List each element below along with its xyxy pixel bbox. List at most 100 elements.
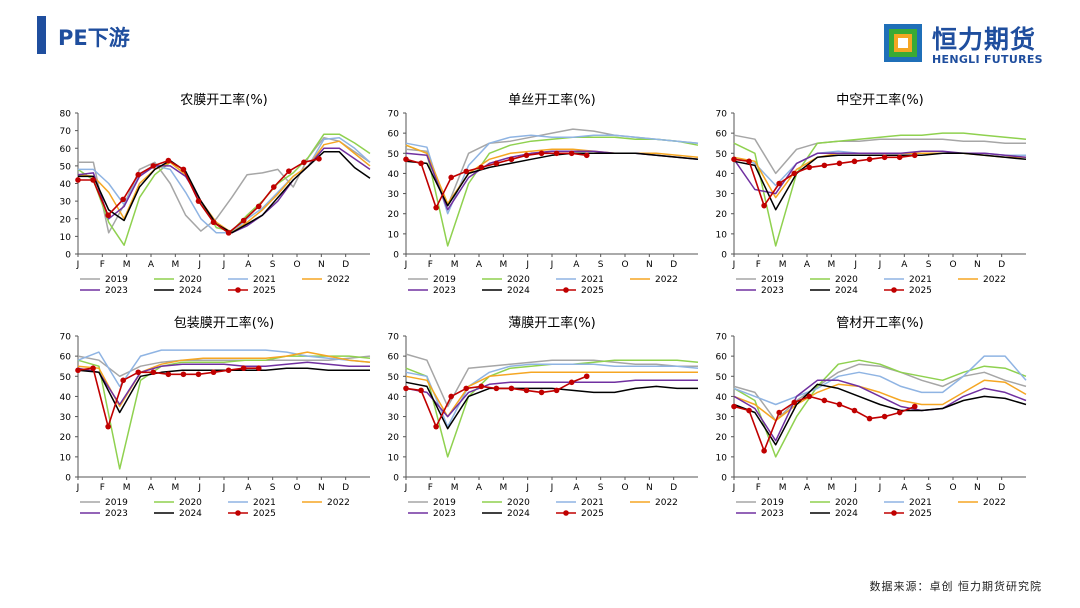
chart-title: 单丝开工率(%)	[508, 92, 596, 108]
x-tick-label: D	[998, 483, 1005, 493]
series-marker-2025	[568, 150, 575, 157]
series-marker-2025	[776, 180, 782, 187]
series-marker-2025	[881, 154, 888, 161]
chart-title: 薄膜开工率(%)	[508, 315, 596, 331]
legend-marker-2025	[891, 287, 897, 293]
series-line-2020	[733, 359, 1027, 458]
series-marker-2025	[896, 409, 903, 416]
series-line-2021	[77, 349, 371, 388]
series-marker-2025	[240, 365, 247, 372]
legend-label-2025: 2025	[909, 286, 932, 296]
x-tick-label: S	[926, 260, 932, 270]
x-tick-label: M	[123, 483, 131, 493]
x-tick-label: J	[878, 260, 882, 270]
series-marker-2025	[433, 423, 439, 430]
x-tick-label: M	[451, 260, 459, 270]
series-marker-2025	[255, 203, 262, 210]
series-marker-2025	[120, 377, 126, 384]
series-marker-2025	[821, 162, 828, 169]
y-tick-label: 70	[388, 110, 400, 120]
series-marker-2025	[180, 166, 187, 173]
series-marker-2025	[418, 160, 424, 167]
x-tick-label: F	[100, 483, 105, 493]
x-tick-label: J	[525, 483, 529, 493]
series-marker-2025	[180, 371, 187, 378]
series-marker-2025	[493, 160, 500, 167]
series-line-2020	[733, 132, 1027, 247]
series-marker-2025	[836, 160, 843, 167]
x-tick-label: N	[318, 260, 325, 270]
legend-marker-2025	[891, 510, 897, 516]
series-line-2019	[733, 134, 1026, 175]
series-marker-2025	[881, 413, 888, 420]
legend-label-2024: 2024	[835, 509, 858, 519]
series-marker-2025	[403, 385, 409, 392]
series-line-2024	[733, 383, 1027, 446]
logo-name-en: HENGLI FUTURES	[932, 53, 1043, 66]
series-marker-2025	[478, 383, 485, 390]
legend-label-2023: 2023	[433, 286, 456, 296]
x-tick-label: J	[404, 260, 408, 270]
series-line-2021	[733, 355, 1027, 406]
y-tick-label: 40	[60, 393, 72, 403]
series-marker-2025	[851, 158, 858, 165]
y-tick-label: 10	[60, 453, 72, 463]
series-marker-2025	[448, 174, 454, 181]
x-tick-label: J	[222, 260, 226, 270]
series-line-2019	[733, 363, 1027, 422]
y-tick-label: 0	[65, 251, 71, 261]
series-marker-2025	[316, 156, 322, 162]
series-marker-2025	[90, 365, 96, 372]
series-marker-2025	[493, 385, 500, 392]
series-marker-2025	[195, 371, 202, 378]
series-marker-2025	[135, 171, 142, 178]
series-marker-2025	[105, 212, 111, 219]
y-tick-label: 50	[388, 373, 400, 383]
series-line-2022	[733, 379, 1027, 422]
chart-title: 包装膜开工率(%)	[174, 315, 275, 331]
y-tick-label: 20	[60, 433, 72, 443]
x-tick-label: J	[550, 260, 554, 270]
series-marker-2025	[463, 168, 470, 175]
series-marker-2025	[746, 407, 752, 414]
series-line-2024	[405, 152, 699, 207]
series-marker-2025	[911, 403, 918, 410]
x-tick-label: A	[804, 483, 811, 493]
series-marker-2025	[568, 379, 575, 386]
y-tick-label: 30	[388, 190, 400, 200]
x-tick-label: A	[901, 483, 908, 493]
page-title: PE下游	[58, 26, 130, 50]
y-tick-label: 50	[388, 150, 400, 160]
x-tick-label: M	[827, 260, 835, 270]
x-tick-label: S	[598, 483, 604, 493]
series-marker-2025	[731, 403, 737, 410]
x-tick-label: J	[853, 483, 857, 493]
x-tick-label: M	[123, 260, 131, 270]
legend-label-2025: 2025	[253, 286, 276, 296]
legend-label-2025: 2025	[581, 509, 604, 519]
legend-label-2019: 2019	[105, 498, 128, 508]
x-tick-label: J	[197, 260, 201, 270]
series-line-2021	[733, 150, 1026, 187]
legend-label-2025: 2025	[253, 509, 276, 519]
y-tick-label: 30	[60, 413, 72, 423]
series-line-2023	[733, 379, 1027, 442]
legend-label-2022: 2022	[655, 498, 678, 508]
chart-4: 包装膜开工率(%) 0 10 20 30 40 50 60 70 J F M A M J J A S O N D 2019…	[60, 315, 371, 519]
y-tick-label: 70	[60, 127, 72, 137]
legend-label-2021: 2021	[581, 275, 604, 285]
series-marker-2025	[508, 156, 515, 163]
y-tick-label: 80	[60, 110, 72, 120]
y-tick-label: 0	[721, 251, 727, 261]
legend-label-2022: 2022	[983, 498, 1006, 508]
y-tick-label: 70	[388, 333, 400, 343]
x-tick-label: M	[499, 260, 507, 270]
series-marker-2025	[240, 217, 247, 224]
x-tick-label: O	[621, 483, 628, 493]
series-marker-2025	[105, 423, 111, 430]
series-line-2023	[77, 147, 371, 234]
series-marker-2025	[403, 156, 409, 163]
x-tick-label: N	[646, 260, 653, 270]
